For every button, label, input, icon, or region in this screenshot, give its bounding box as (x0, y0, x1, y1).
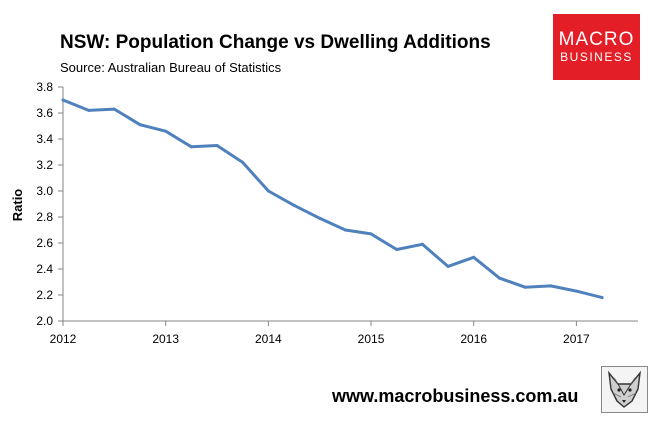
macrobusiness-logo[interactable]: MACRO BUSINESS (553, 14, 640, 80)
data-point (292, 203, 296, 207)
data-point (395, 248, 399, 251)
x-tick-label: 2016 (460, 332, 487, 346)
y-tick-label: 2.8 (36, 210, 53, 224)
x-tick-label: 2012 (50, 332, 77, 346)
logo-line-macro: MACRO (558, 28, 635, 50)
x-tick-label: 2017 (563, 332, 590, 346)
y-tick-label: 2.4 (36, 262, 53, 276)
data-point (87, 108, 91, 112)
y-tick-label: 3.4 (36, 132, 53, 146)
y-tick-label: 3.0 (36, 184, 53, 198)
data-point (420, 242, 424, 246)
data-point (343, 228, 347, 232)
data-point (600, 296, 604, 300)
data-point (497, 276, 501, 280)
data-point (189, 145, 193, 149)
y-axis-label: Ratio (10, 189, 25, 222)
logo-line-business: BUSINESS (560, 49, 633, 64)
x-tick-label: 2014 (255, 332, 282, 346)
series-layer (61, 98, 604, 300)
y-tick-label: 3.8 (36, 80, 53, 94)
chart-title: NSW: Population Change vs Dwelling Addit… (60, 32, 491, 53)
y-tick-label: 3.2 (36, 158, 53, 172)
data-point (164, 129, 168, 133)
series-line-ratio (61, 98, 604, 300)
y-tick-label: 2.0 (36, 314, 53, 328)
y-tick-label: 2.2 (36, 288, 53, 302)
data-point (241, 160, 245, 164)
y-axis: 2.0 2.2 2.4 2.6 2.8 3.0 3.2 3.4 3.6 3.8 (36, 80, 64, 328)
x-tick-label: 2015 (358, 332, 385, 346)
data-point (369, 232, 373, 236)
data-point (574, 289, 578, 293)
data-point (472, 255, 476, 259)
data-point (138, 123, 142, 127)
data-point (61, 98, 65, 102)
chart-source: Source: Australian Bureau of Statistics (60, 60, 282, 75)
footer-url[interactable]: www.macrobusiness.com.au (332, 386, 579, 406)
fox-icon (601, 366, 648, 413)
data-point (446, 264, 450, 268)
y-tick-label: 3.6 (36, 106, 53, 120)
x-tick-label: 2013 (152, 332, 179, 346)
data-point (266, 189, 270, 193)
data-point (549, 284, 553, 288)
y-tick-label: 2.6 (36, 236, 53, 250)
data-point (215, 144, 219, 147)
data-point (112, 107, 116, 111)
x-axis: 2012 2013 2014 2015 2016 2017 (50, 320, 638, 346)
data-point (523, 285, 527, 289)
data-point (318, 216, 322, 220)
